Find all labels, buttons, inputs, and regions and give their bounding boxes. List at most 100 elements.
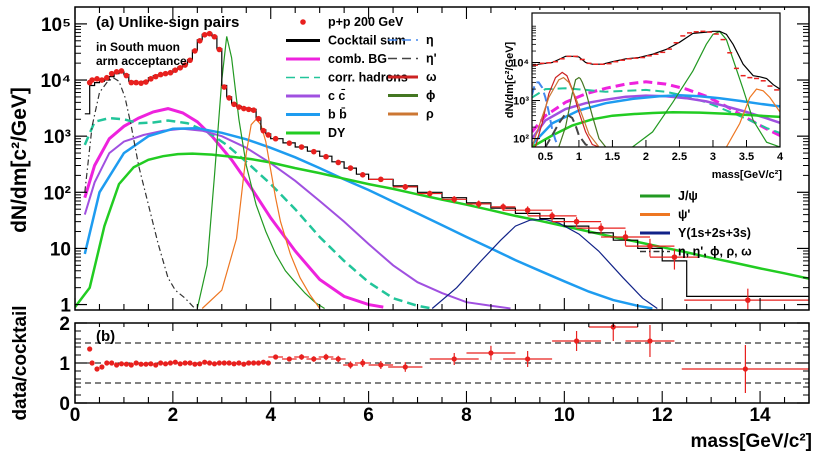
ratio-x-tick-label: 6 (363, 405, 374, 426)
legend-marker-p-p-200-gev (300, 19, 306, 25)
main-data-point (402, 184, 409, 190)
main-series-corr-hadrons-1 (83, 116, 433, 310)
ratio-data-point (99, 364, 105, 370)
inset-series-layer (532, 30, 780, 147)
inset-plot-frame (531, 12, 781, 148)
main-data-point (167, 69, 174, 76)
main-data-point (133, 79, 139, 86)
ratio-data-point (162, 361, 169, 367)
ratio-x-tick-label: 2 (168, 405, 179, 426)
inset-series-series-11 (725, 88, 780, 147)
ratio-data-point (167, 360, 174, 366)
ratio-data-point (172, 359, 178, 365)
ratio-data-point (87, 346, 93, 352)
main-y-tick-label: 10 (50, 239, 71, 260)
main-data-point (573, 218, 580, 225)
ratio-data-point (89, 360, 95, 366)
inset-y-ticks: 10² 10³ 10⁴ (511, 25, 540, 146)
ratio-data-point (138, 361, 144, 367)
ratio-data-point (182, 360, 188, 366)
ratio-data-point (226, 360, 232, 366)
main-data-points-layer (86, 30, 809, 310)
main-data-point (500, 204, 506, 210)
legend-label-j: J/ψ (678, 189, 698, 203)
main-data-point (152, 73, 159, 80)
ratio-data-point (231, 361, 237, 367)
inset-x-tick-label: 1.5 (605, 151, 620, 163)
main-y-tick-label: 10⁵ (41, 15, 71, 36)
main-series-series-5 (84, 76, 196, 309)
ratio-data-point (260, 359, 266, 365)
ratio-data-point (273, 354, 279, 360)
main-y-tick-label: 10⁴ (40, 71, 71, 92)
main-data-point (286, 140, 293, 146)
main-data-point (216, 46, 223, 53)
main-data-point (177, 65, 184, 71)
main-panel: 1 10 10² 10³ 10⁴ 10⁵ dN/dm[c²/GeV] (a) Unlike… (8, 6, 810, 317)
main-data-point (104, 74, 110, 81)
legend-label-series: ω (426, 70, 437, 84)
main-data-point (272, 135, 279, 142)
legend-label-series: η (426, 33, 434, 47)
ratio-data-point (255, 360, 262, 366)
ratio-data-point (148, 361, 154, 367)
main-series-dy-4 (75, 152, 809, 308)
ratio-data-point (360, 360, 366, 366)
ratio-data-point (323, 354, 329, 360)
ratio-data-point (177, 361, 183, 367)
main-data-point (162, 70, 169, 77)
inset-series-dy-4 (532, 111, 780, 147)
ratio-y-tick-label: 1 (59, 354, 70, 375)
ratio-data-point (347, 362, 354, 368)
ratio-data-point (202, 359, 208, 365)
main-data-point (475, 201, 482, 207)
ratio-data-point (123, 361, 129, 367)
main-data-point (241, 105, 247, 112)
inset-x-tick-label: 2 (643, 151, 649, 163)
main-series-series-7 (201, 118, 321, 309)
legend-label-cocktail-sum: Cocktail sum (328, 34, 406, 48)
ratio-data-point (286, 356, 292, 362)
ratio-data-point (378, 362, 384, 368)
main-data-point (378, 176, 384, 183)
ratio-data-point (451, 356, 457, 362)
ratio-panel-label: (b) (96, 328, 115, 345)
inset-series-corr-hadrons-1 (532, 87, 780, 134)
inset-series-series-8 (558, 76, 607, 147)
ratio-data-point (402, 364, 408, 370)
main-series-b-b-3 (83, 127, 653, 310)
main-series-1s-2s-3s-8 (431, 218, 658, 309)
main-data-point (745, 297, 751, 303)
main-data-point (255, 115, 262, 122)
main-data-point (143, 79, 149, 85)
ratio-data-point (158, 360, 164, 366)
ratio-data-point (241, 361, 247, 367)
legend-label-c-c: c c̄ (328, 89, 345, 103)
ratio-data-point (216, 360, 222, 366)
inset-series-cocktail-sum-12 (532, 30, 780, 90)
main-y-tick-label: 10³ (44, 127, 71, 148)
main-data-point (192, 48, 198, 54)
legend-label-series: ψ' (678, 208, 690, 222)
main-data-point (226, 95, 232, 101)
ratio-data-point (104, 360, 110, 366)
main-y-ticks: 1 10 10² 10³ 10⁴ 10⁵ (40, 6, 809, 317)
main-data-point (211, 33, 218, 40)
inset-x-ticks: 0.5 1 1.5 2 2.5 3 3.5 4 (538, 140, 784, 163)
ratio-data-point (335, 356, 341, 362)
legend-label-series: η, η', ϕ, ρ, ω (678, 245, 752, 259)
ratio-data-point (133, 360, 139, 366)
inset-panel: 10² 10³ 10⁴ 0.5 1 1.5 2 2.5 3 3.5 4 dN/dm[c²/GeV]… (500, 10, 787, 185)
main-data-point (94, 76, 100, 82)
inset-series-series-6 (544, 112, 593, 147)
main-data-point (451, 196, 458, 203)
main-data-point (245, 106, 252, 113)
main-data-point (323, 153, 329, 160)
main-data-point (99, 77, 105, 83)
inset-y-tick-label: 10² (513, 134, 529, 146)
main-data-point (598, 225, 604, 231)
main-series-c-c-2 (83, 127, 511, 310)
ratio-data-point (573, 338, 580, 344)
ratio-data-point (118, 361, 125, 367)
ratio-x-ticks: 0 2 4 6 8 10 12 14 (70, 323, 810, 426)
